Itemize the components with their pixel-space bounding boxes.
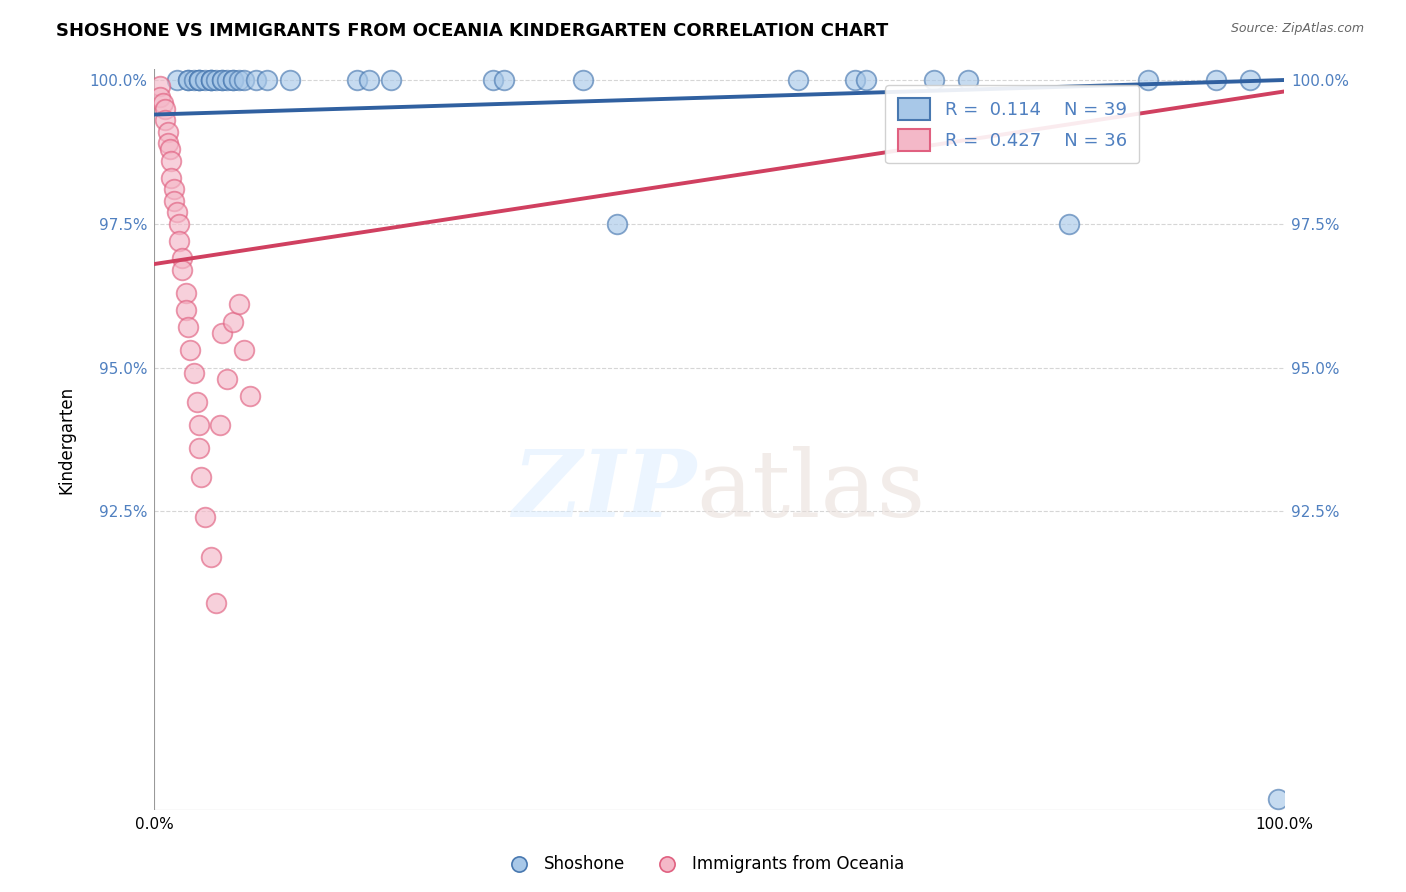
Point [188, 73, 211, 87]
Point [787, 73, 810, 87]
Point [217, 73, 239, 87]
Point [200, 73, 222, 87]
Point [245, 73, 267, 87]
Point [1205, 73, 1227, 87]
Point [166, 73, 188, 87]
Point [200, 550, 222, 565]
Point [380, 73, 402, 87]
Point [211, 73, 233, 87]
Point [572, 73, 595, 87]
Point [160, 170, 183, 185]
Point [922, 73, 945, 87]
Point [194, 510, 217, 524]
Point [208, 418, 231, 433]
Point [190, 470, 212, 484]
Point [159, 142, 181, 156]
Point [494, 73, 516, 87]
Point [233, 343, 256, 358]
Point [179, 343, 201, 358]
Point [205, 596, 228, 610]
Text: Source: ZipAtlas.com: Source: ZipAtlas.com [1230, 22, 1364, 36]
Point [188, 441, 211, 455]
Point [233, 73, 256, 87]
Point [155, 102, 177, 116]
Point [357, 73, 380, 87]
Point [177, 320, 200, 334]
Point [217, 372, 239, 386]
Point [346, 73, 368, 87]
Point [156, 125, 179, 139]
Point [194, 73, 217, 87]
Point [211, 326, 233, 340]
Point [222, 73, 245, 87]
Point [855, 73, 877, 87]
Point [239, 389, 262, 403]
Point [183, 367, 205, 381]
Point [956, 73, 979, 87]
Point [256, 73, 278, 87]
Point [183, 73, 205, 87]
Point [188, 73, 211, 87]
Point [1057, 217, 1080, 231]
Point [167, 217, 190, 231]
Point [149, 90, 172, 104]
Point [482, 73, 505, 87]
Legend: R =  0.114    N = 39, R =  0.427    N = 36: R = 0.114 N = 39, R = 0.427 N = 36 [884, 85, 1139, 163]
Point [844, 73, 866, 87]
Point [188, 73, 211, 87]
Point [156, 136, 179, 151]
Text: atlas: atlas [696, 446, 925, 536]
Y-axis label: Kindergarten: Kindergarten [58, 385, 75, 493]
Point [1137, 73, 1160, 87]
Legend: Shoshone, Immigrants from Oceania: Shoshone, Immigrants from Oceania [495, 848, 911, 880]
Point [228, 297, 250, 311]
Point [172, 252, 194, 266]
Point [186, 395, 208, 409]
Point [167, 234, 190, 248]
Point [188, 418, 211, 433]
Point [160, 153, 183, 168]
Point [177, 73, 200, 87]
Point [177, 73, 200, 87]
Point [1239, 73, 1261, 87]
Point [174, 303, 197, 318]
Text: SHOSHONE VS IMMIGRANTS FROM OCEANIA KINDERGARTEN CORRELATION CHART: SHOSHONE VS IMMIGRANTS FROM OCEANIA KIND… [56, 22, 889, 40]
Point [1267, 792, 1289, 806]
Point [155, 113, 177, 128]
Point [222, 315, 245, 329]
Point [149, 78, 172, 93]
Point [211, 73, 233, 87]
Point [222, 73, 245, 87]
Point [200, 73, 222, 87]
Point [174, 285, 197, 300]
Point [166, 205, 188, 219]
Point [205, 73, 228, 87]
Point [278, 73, 301, 87]
Point [152, 96, 174, 111]
Text: ZIP: ZIP [512, 446, 696, 536]
Point [163, 194, 186, 208]
Point [228, 73, 250, 87]
Point [606, 217, 628, 231]
Point [200, 73, 222, 87]
Point [172, 262, 194, 277]
Point [163, 182, 186, 196]
